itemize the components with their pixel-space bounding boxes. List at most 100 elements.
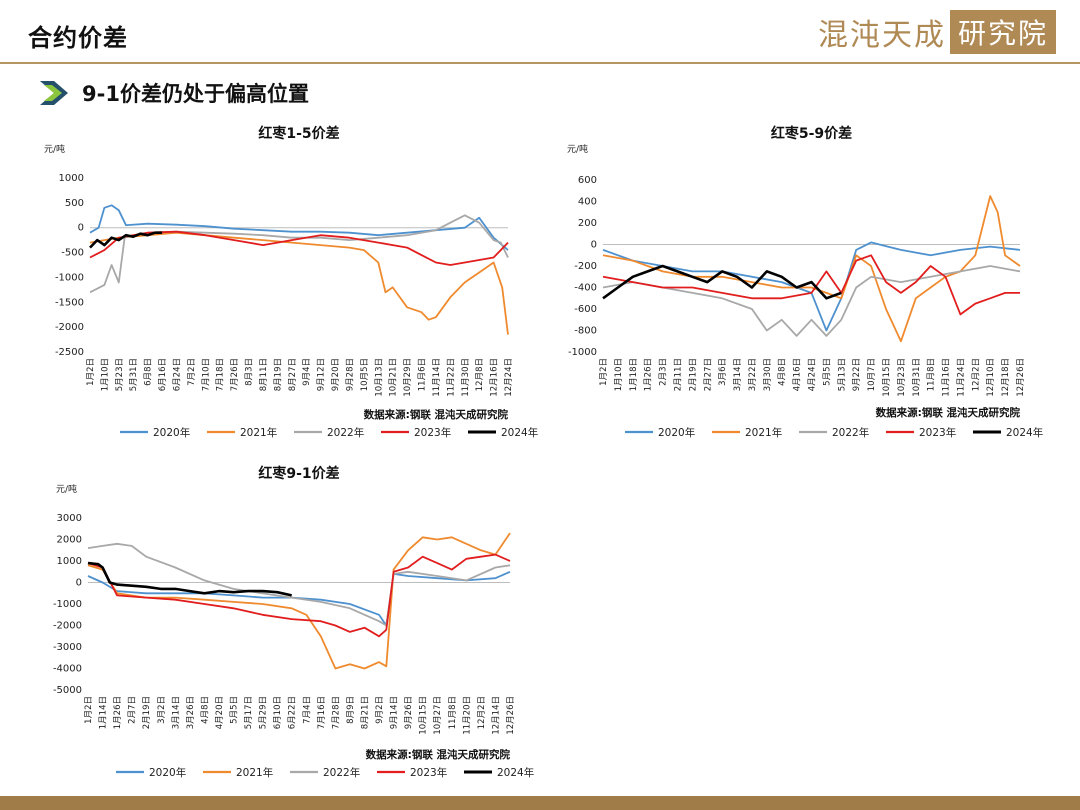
x-tick-label: 8月21日: [360, 696, 370, 729]
legend-label: 2022年: [323, 766, 360, 779]
x-tick-label: 4月24日: [808, 358, 818, 391]
x-tick-label: 9月14日: [390, 696, 400, 729]
x-tick-label: 4月8日: [778, 358, 788, 386]
x-tick-label: 10月29日: [403, 358, 413, 397]
chevron-right-icon: [40, 81, 68, 105]
y-tick-label: -1500: [55, 297, 84, 308]
y-tick-label: 0: [78, 223, 84, 234]
y-tick-label: 1000: [57, 556, 82, 567]
x-tick-label: 3月14日: [733, 358, 743, 391]
legend-item: 2020年: [116, 766, 186, 779]
chart-title: 红枣9-1价差: [258, 465, 339, 482]
legend-item: 2024年: [973, 426, 1043, 439]
y-tick-label: 600: [578, 175, 597, 186]
y-tick-label: -500: [61, 248, 84, 259]
y-tick-label: 500: [65, 198, 84, 209]
x-tick-label: 7月26日: [230, 358, 240, 391]
series-line-2020年: [87, 570, 511, 627]
x-tick-label: 5月5日: [822, 358, 832, 386]
x-tick-label: 6月24日: [172, 358, 182, 391]
x-tick-label: 1月26日: [644, 358, 654, 391]
legend-item: 2021年: [712, 426, 782, 439]
legend-item: 2020年: [120, 426, 190, 439]
y-tick-label: 2000: [57, 535, 82, 546]
x-tick-label: 9月26日: [404, 696, 414, 729]
x-tick-label: 11月8日: [448, 696, 458, 729]
x-tick-label: 8月9日: [346, 696, 356, 724]
x-tick-label: 3月14日: [171, 696, 181, 729]
series-line-2022年: [89, 214, 509, 294]
x-tick-label: 1月10日: [100, 358, 110, 391]
x-tick-label: 12月26日: [506, 696, 516, 735]
brand-text: 混沌天成: [817, 18, 946, 53]
x-tick-label: 6月8日: [144, 358, 154, 386]
y-tick-label: 0: [591, 240, 597, 251]
x-tick-label: 7月18日: [216, 358, 226, 391]
source-note: 数据来源:钢联 混沌天成研究院: [363, 408, 509, 421]
brand-logo: 混沌天成 研究院: [818, 10, 1056, 54]
legend-item: 2022年: [290, 766, 360, 779]
y-tick-label: -200: [574, 261, 597, 272]
series-line-2021年: [89, 231, 509, 335]
series-line-2021年: [602, 195, 1021, 343]
x-tick-label: 10月27日: [433, 696, 443, 735]
legend-label: 2024年: [1006, 426, 1043, 439]
x-tick-label: 3月2日: [157, 696, 167, 724]
series-line-2022年: [87, 542, 511, 627]
x-tick-label: 11月22日: [446, 358, 456, 397]
x-tick-label: 5月31日: [129, 358, 139, 391]
source-note: 数据来源:钢联 混沌天成研究院: [365, 748, 511, 761]
y-tick-label: -1000: [55, 272, 84, 283]
x-tick-label: 6月16日: [158, 358, 168, 391]
x-tick-label: 10月23日: [897, 358, 907, 397]
x-tick-label: 4月16日: [793, 358, 803, 391]
section-title: 9-1价差仍处于偏高位置: [82, 82, 309, 106]
x-tick-label: 1月10日: [614, 358, 624, 391]
legend-item: 2021年: [207, 426, 277, 439]
series-line-2024年: [87, 561, 292, 597]
x-tick-label: 10月13日: [374, 358, 384, 397]
x-tick-label: 2月27日: [703, 358, 713, 391]
legend-label: 2020年: [658, 426, 695, 439]
x-tick-label: 11月14日: [432, 358, 442, 397]
x-tick-label: 7月28日: [331, 696, 341, 729]
y-tick-label: 3000: [57, 513, 82, 524]
legend-label: 2023年: [410, 766, 447, 779]
legend-label: 2021年: [240, 426, 277, 439]
x-tick-label: 1月26日: [113, 696, 123, 729]
legend-label: 2023年: [919, 426, 956, 439]
y-tick-label: -5000: [53, 685, 82, 696]
x-tick-label: 2月19日: [688, 358, 698, 391]
x-tick-label: 1月2日: [599, 358, 609, 386]
page-title: 合约价差: [28, 24, 128, 52]
x-tick-label: 10月21日: [389, 358, 399, 397]
y-tick-label: -1000: [53, 599, 82, 610]
x-tick-label: 10月31日: [912, 358, 922, 397]
x-tick-label: 3月26日: [186, 696, 196, 729]
x-tick-label: 2月19日: [142, 696, 152, 729]
series-line-2024年: [602, 264, 842, 300]
x-tick-label: 1月14日: [99, 696, 109, 729]
x-tick-label: 8月19日: [273, 358, 283, 391]
x-tick-label: 6月10日: [273, 696, 283, 729]
x-tick-label: 12月14日: [491, 696, 501, 735]
legend-label: 2021年: [745, 426, 782, 439]
x-tick-label: 10月7日: [867, 358, 877, 391]
x-tick-label: 11月16日: [942, 358, 952, 397]
legend-label: 2023年: [414, 426, 451, 439]
footer-band: [0, 796, 1080, 810]
x-tick-label: 9月22日: [852, 358, 862, 391]
x-tick-label: 5月5日: [230, 696, 240, 724]
x-tick-label: 11月6日: [418, 358, 428, 391]
chart-title: 红枣1-5价差: [258, 125, 339, 142]
x-tick-label: 12月10日: [986, 358, 996, 397]
x-tick-label: 11月8日: [927, 358, 937, 391]
legend-label: 2022年: [832, 426, 869, 439]
x-tick-label: 6月22日: [288, 696, 298, 729]
x-tick-label: 3月22日: [748, 358, 758, 391]
y-tick-label: -4000: [53, 664, 82, 675]
x-tick-label: 5月23日: [115, 358, 125, 391]
legend-item: 2023年: [381, 426, 451, 439]
